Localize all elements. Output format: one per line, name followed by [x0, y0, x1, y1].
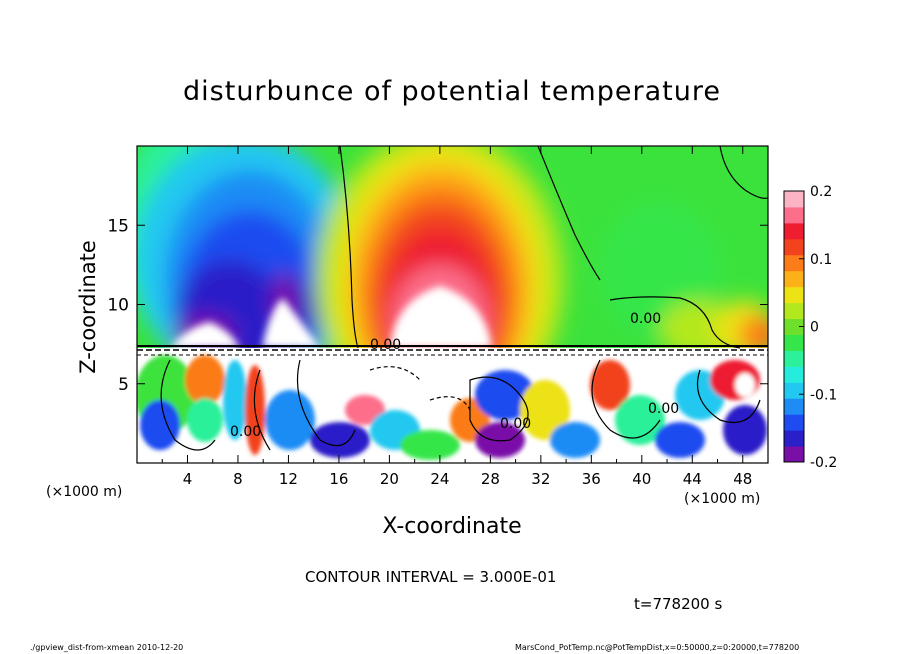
colorbar-tick-label: 0.1	[810, 252, 832, 268]
contour-value-label: 0.00	[648, 401, 679, 417]
y-tick-label: 10	[107, 296, 129, 316]
colorbar-swatch	[784, 414, 804, 431]
footer-left-text: ./gpview_dist-from-xmean 2010-12-20	[30, 643, 184, 652]
field-layer	[137, 146, 768, 463]
chart-title: disturbunce of potential temperature	[183, 76, 721, 107]
colorbar-swatch	[784, 206, 804, 224]
colorbar-swatch	[784, 191, 804, 208]
colorbar-swatch	[784, 366, 804, 383]
colorbar-swatch	[784, 222, 804, 240]
colorbar-swatch	[784, 334, 804, 351]
colorbar-swatch	[784, 446, 804, 463]
x-tick-label: 40	[632, 470, 651, 488]
contour-value-label: 0.00	[370, 337, 401, 353]
colorbar-swatch	[784, 382, 804, 399]
time-label: t=778200 s	[634, 595, 723, 613]
x-tick-label: 28	[481, 470, 500, 488]
colorbar-swatch	[784, 286, 804, 304]
x-tick-label: 48	[733, 470, 752, 488]
colorbar-swatch	[784, 318, 804, 335]
colorbar-tick-label: -0.2	[810, 455, 837, 471]
colorbar-swatch	[784, 270, 804, 288]
x-tick-label: 44	[683, 470, 702, 488]
x-tick-label: 36	[582, 470, 601, 488]
x-axis: 4 8 12 16 20 24 28 32 36 40 44 48	[161, 146, 752, 488]
y-axis: 5 10 15	[107, 216, 768, 395]
x-axis-unit-right: (×1000 m)	[684, 491, 761, 507]
y-tick-label: 15	[107, 216, 129, 236]
colorbar-swatch	[784, 254, 804, 272]
x-tick-label: 8	[233, 470, 243, 488]
contour-value-label: 0.00	[230, 424, 261, 440]
colorbar-swatch	[784, 238, 804, 256]
field-saturated	[170, 286, 492, 348]
x-tick-label: 32	[531, 470, 550, 488]
colorbar: 0.2 0.1 0 -0.1 -0.2	[783, 184, 837, 471]
contour-value-label: 0.00	[500, 416, 531, 432]
x-tick-label: 24	[430, 470, 449, 488]
colorbar-swatch	[784, 302, 804, 320]
contour-interval-note: CONTOUR INTERVAL = 3.000E-01	[305, 568, 557, 586]
colorbar-tick-label: -0.1	[810, 387, 837, 403]
x-tick-label: 12	[279, 470, 298, 488]
y-tick-label: 5	[118, 375, 129, 395]
colorbar-swatch	[784, 430, 804, 447]
x-tick-label: 16	[329, 470, 348, 488]
contour-lines	[137, 146, 768, 451]
x-tick-label: 20	[380, 470, 399, 488]
colorbar-tick-label: 0.2	[810, 184, 832, 200]
x-axis-unit-left: (×1000 m)	[46, 484, 123, 500]
colorbar-tick-label: 0	[810, 320, 819, 336]
x-axis-label: X-coordinate	[382, 514, 522, 539]
colorbar-swatch	[784, 350, 804, 367]
contour-labels: 0.00 0.00 0.00 0.00 0.00	[230, 311, 679, 440]
x-tick-label: 4	[183, 470, 193, 488]
contour-value-label: 0.00	[630, 311, 661, 327]
colorbar-swatch	[784, 398, 804, 415]
footer-right-text: MarsCond_PotTemp.nc@PotTempDist,x=0:5000…	[515, 643, 800, 652]
field-lower	[137, 348, 768, 463]
